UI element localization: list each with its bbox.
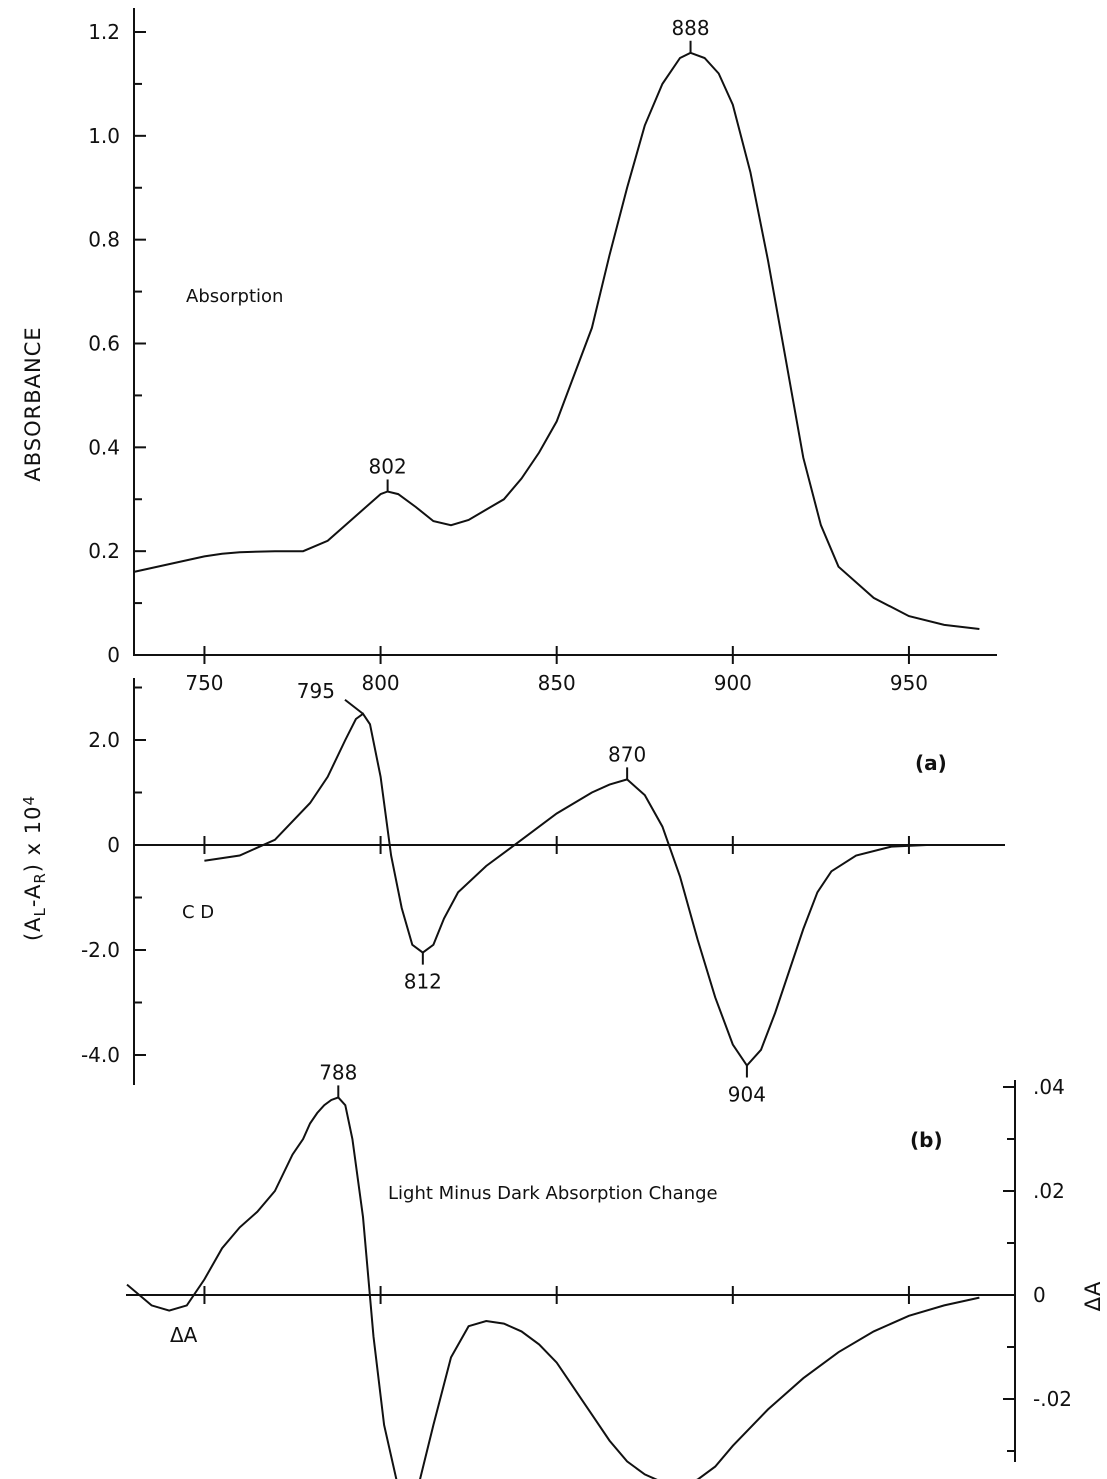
absorption-peak-label-802: 802 [369, 454, 407, 478]
cd-peak-label-904: 904 [728, 1083, 766, 1107]
absorption-x-tick-label-800: 800 [361, 671, 399, 695]
absorption-x-tick-label-750: 750 [185, 671, 223, 695]
cd-peak-label-870: 870 [608, 742, 646, 766]
cd-y-tick-label-1: 0 [107, 833, 120, 857]
cd-y-tick-label-0: 2.0 [88, 728, 120, 752]
absorption-x-ticks: 750 800 850 900 950 [185, 646, 928, 695]
absorption-y-ticks: 0 0.2 0.4 0.6 0.8 1.0 1.2 [88, 20, 146, 667]
absorption-peak-labels: 802 888 [369, 16, 710, 492]
ld-curve [126, 1096, 980, 1479]
absorption-y-tick-label-4: 0.8 [88, 228, 120, 252]
absorption-x-tick-label-900: 900 [714, 671, 752, 695]
cd-panel-label: (a) [915, 751, 947, 775]
ld-ylabel: ΔA [1081, 1281, 1105, 1312]
ld-x-ticks [203, 1286, 910, 1304]
ld-left-label: ΔA [170, 1323, 198, 1347]
cd-peak-label-812: 812 [404, 970, 442, 994]
cd-y-ticks: 2.0 0 -2.0 -4.0 [81, 686, 146, 1067]
light-minus-dark-panel: .04 .02 0 -.02 ΔA ΔA Light Minus Dark Absor… [126, 1060, 1105, 1479]
absorption-ylabel: ABSORBANCE [21, 326, 45, 481]
ld-y-tick-label-1: .02 [1033, 1179, 1065, 1203]
cd-peak-marker-795 [344, 698, 364, 715]
cd-peak-label-795: 795 [297, 679, 335, 703]
absorption-x-tick-label-850: 850 [538, 671, 576, 695]
absorption-peak-label-888: 888 [671, 16, 709, 40]
absorption-annotation: Absorption [186, 286, 283, 307]
absorption-y-tick-label-5: 1.0 [88, 124, 120, 148]
absorption-y-tick-label-0: 0 [107, 643, 120, 667]
cd-panel: 2.0 0 -2.0 -4.0 (AL-AR) x 104 C D (a) 795 81… [20, 678, 1005, 1107]
ld-annotation: Light Minus Dark Absorption Change [388, 1183, 718, 1204]
ld-y-tick-label-0: .04 [1033, 1075, 1065, 1099]
cd-peak-labels: 795 812 870 904 [297, 679, 766, 1107]
cd-ylabel: (AL-AR) x 104 [20, 795, 49, 941]
ld-y-ticks: .04 .02 0 -.02 [1003, 1075, 1072, 1452]
ld-peak-labels: 788808885 [319, 1060, 357, 1098]
absorption-axes [133, 8, 997, 656]
cd-annotation: C D [182, 902, 214, 923]
absorption-y-tick-label-1: 0.2 [88, 539, 120, 563]
cd-curve [204, 712, 927, 1068]
absorption-panel: 0 0.2 0.4 0.6 0.8 1.0 1.2 750 800 850 900 950 ABSO… [21, 8, 997, 695]
absorption-y-tick-label-2: 0.4 [88, 435, 120, 459]
absorption-y-tick-label-3: 0.6 [88, 332, 120, 356]
absorption-y-tick-label-6: 1.2 [88, 20, 120, 44]
cd-y-tick-label-3: -4.0 [81, 1043, 120, 1067]
absorption-curve [133, 51, 980, 630]
absorption-x-tick-label-950: 950 [890, 671, 928, 695]
ld-panel-label: (b) [910, 1128, 943, 1152]
ld-y-tick-label-3: -.02 [1033, 1387, 1072, 1411]
ld-y-tick-label-2: 0 [1033, 1283, 1046, 1307]
cd-y-tick-label-2: -2.0 [81, 938, 120, 962]
ld-peak-label-788: 788 [319, 1060, 357, 1084]
